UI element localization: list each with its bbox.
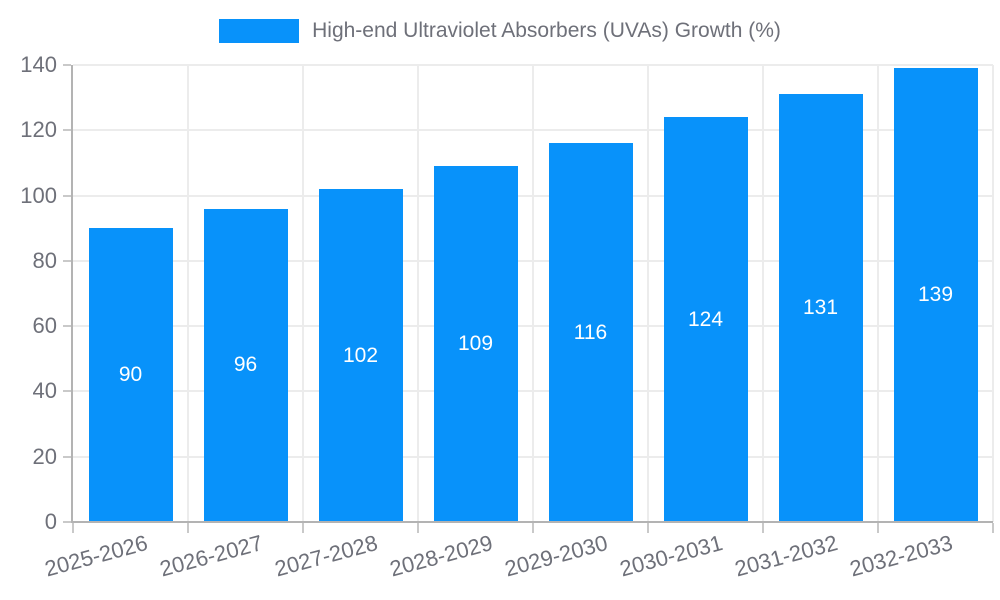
y-axis-tick bbox=[63, 325, 71, 328]
y-tick-label: 80 bbox=[32, 247, 57, 273]
gridline-vertical bbox=[302, 65, 304, 522]
x-axis-tick bbox=[302, 523, 304, 533]
bar-value-label: 116 bbox=[573, 320, 608, 344]
gridline-vertical bbox=[877, 65, 879, 522]
y-tick-label: 120 bbox=[20, 117, 57, 143]
y-axis-tick bbox=[63, 64, 71, 66]
x-axis-tick bbox=[877, 523, 879, 533]
gridline-vertical bbox=[532, 65, 534, 522]
legend-swatch-icon bbox=[219, 19, 300, 43]
bar[interactable]: 116 bbox=[548, 143, 633, 522]
bar[interactable]: 90 bbox=[88, 228, 173, 522]
bar-value-label: 90 bbox=[118, 363, 143, 387]
x-axis-line bbox=[71, 521, 993, 523]
bar[interactable]: 139 bbox=[893, 68, 978, 522]
bar[interactable]: 109 bbox=[433, 166, 518, 522]
y-tick-label: 60 bbox=[32, 313, 57, 339]
bar-value-label: 124 bbox=[687, 307, 724, 331]
y-tick-label: 20 bbox=[32, 443, 57, 469]
plot-area: 90 96 102 109 116 124 131 139 bbox=[63, 64, 994, 533]
gridline-vertical bbox=[992, 65, 994, 522]
bar-value-label: 109 bbox=[457, 332, 494, 356]
x-axis-tick bbox=[532, 523, 534, 533]
bar[interactable]: 102 bbox=[318, 189, 403, 522]
x-axis-tick bbox=[417, 523, 419, 533]
gridline-vertical bbox=[762, 65, 764, 522]
y-axis-tick bbox=[63, 129, 71, 132]
y-axis-tick bbox=[63, 194, 71, 197]
y-tick-label: 0 bbox=[44, 509, 57, 534]
y-axis-tick bbox=[63, 390, 71, 393]
x-axis-tick bbox=[187, 523, 189, 533]
bar-value-label: 102 bbox=[342, 343, 379, 367]
y-axis-tick bbox=[63, 455, 71, 458]
y-tick-label: 40 bbox=[32, 378, 57, 404]
bar-value-label: 131 bbox=[802, 296, 839, 320]
x-axis-tick bbox=[72, 523, 74, 533]
legend-label: High-end Ultraviolet Absorbers (UVAs) Gr… bbox=[312, 19, 781, 42]
bar[interactable]: 124 bbox=[663, 117, 748, 522]
x-axis-tick bbox=[647, 523, 649, 533]
bar[interactable]: 96 bbox=[203, 208, 288, 522]
bar[interactable]: 131 bbox=[778, 94, 863, 522]
x-axis-tick bbox=[762, 523, 764, 533]
gridline-vertical bbox=[187, 65, 189, 522]
gridline-vertical bbox=[647, 65, 649, 522]
y-axis-tick bbox=[63, 259, 71, 262]
bar-value-label: 139 bbox=[917, 283, 954, 307]
x-axis-tick bbox=[992, 523, 994, 533]
y-tick-label: 140 bbox=[20, 52, 57, 77]
y-axis-line bbox=[71, 65, 73, 522]
bar-value-label: 96 bbox=[233, 353, 258, 377]
y-tick-label: 100 bbox=[20, 182, 57, 208]
y-axis-tick bbox=[63, 521, 71, 523]
gridline-vertical bbox=[417, 65, 419, 522]
legend-item[interactable]: High-end Ultraviolet Absorbers (UVAs) Gr… bbox=[0, 14, 1000, 48]
